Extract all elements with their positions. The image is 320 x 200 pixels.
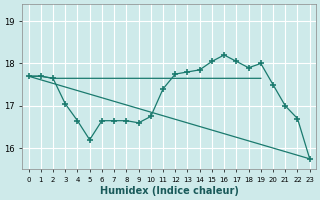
X-axis label: Humidex (Indice chaleur): Humidex (Indice chaleur) bbox=[100, 186, 239, 196]
